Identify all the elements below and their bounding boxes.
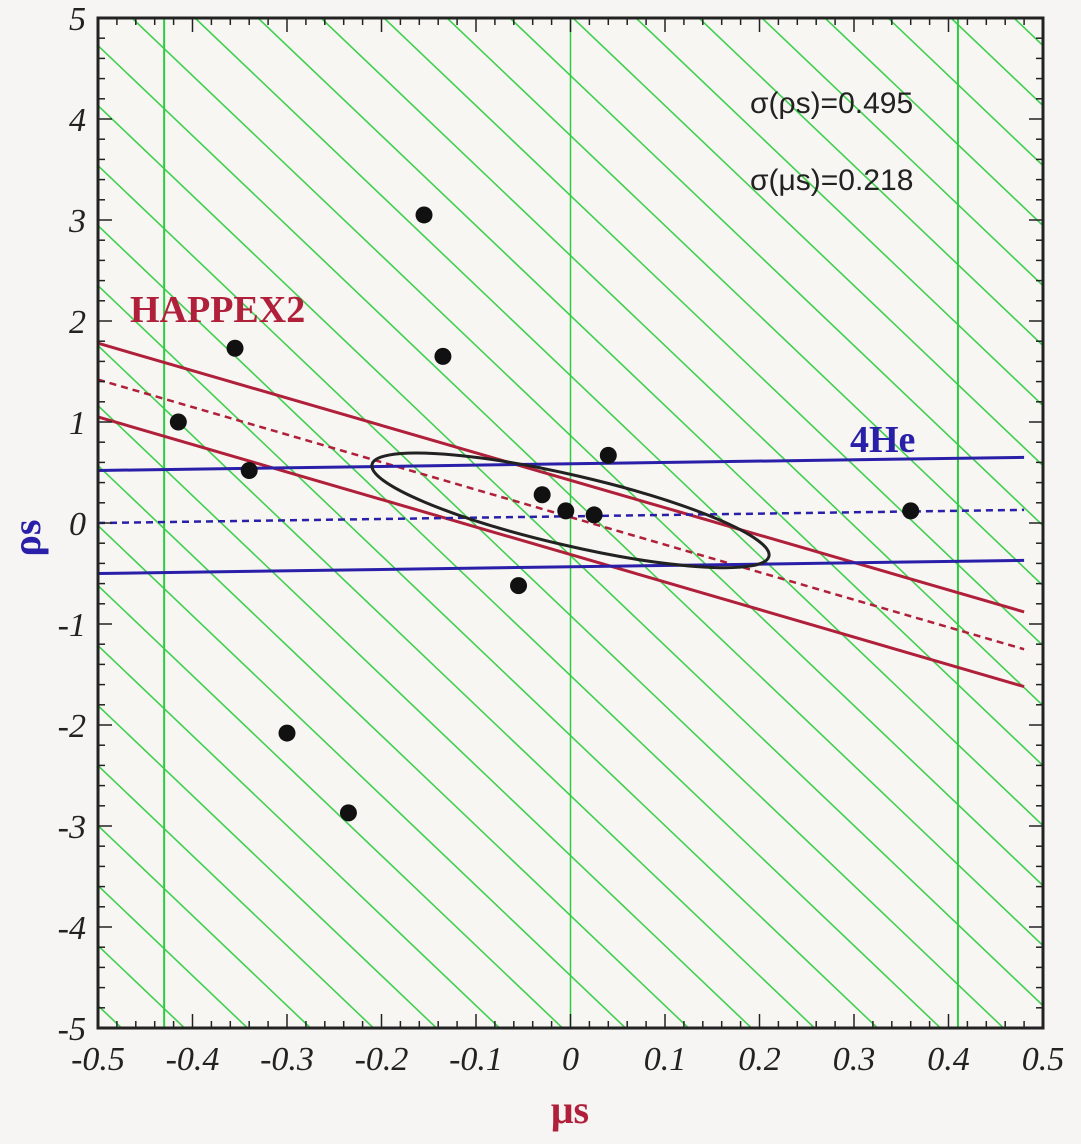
hatch-line [98, 344, 816, 1028]
hatch-line [98, 44, 1043, 947]
hatch-line [98, 284, 879, 1028]
hatch-line [98, 104, 1043, 1007]
y-tick-label: 3 [68, 203, 86, 240]
y-tick-label: 2 [69, 304, 86, 341]
y-axis-title: ρs [4, 520, 49, 557]
hatch-line [98, 824, 312, 1028]
y-tick-label: 1 [69, 405, 86, 442]
4he-center-line [98, 508, 1025, 525]
x-tick-label: -0.1 [449, 1041, 503, 1078]
data-point [902, 502, 920, 520]
data-point [169, 413, 187, 431]
data-point [434, 347, 452, 365]
hatch-line [98, 644, 501, 1028]
sigma-mu-label: σ(μs)=0.218 [750, 164, 913, 197]
y-tick-label: 5 [69, 1, 86, 38]
x-tick-label: -0.5 [71, 1041, 125, 1078]
data-point [510, 577, 528, 595]
hatch-line [257, 18, 1043, 767]
hatch-line [98, 524, 627, 1028]
hatch-line [98, 704, 438, 1028]
data-point [226, 339, 244, 357]
data-point [278, 724, 296, 742]
x-axis-title: μs [551, 1087, 589, 1132]
data-point [557, 502, 575, 520]
4he-lower-line [98, 558, 1025, 575]
x-tick-label: -0.2 [355, 1041, 409, 1078]
x-tick-label: 0.2 [738, 1041, 781, 1078]
x-tick-label: 0.5 [1022, 1041, 1065, 1078]
data-point [585, 506, 603, 524]
y-tick-label: 0 [69, 506, 86, 543]
x-tick-label: 0.1 [644, 1041, 687, 1078]
y-tick-label: -4 [58, 910, 86, 947]
x-tick-label: 0.3 [833, 1041, 876, 1078]
hatch-line [761, 18, 1043, 287]
data-point [240, 461, 258, 479]
hatch-line [635, 18, 1043, 407]
excluded-region-hatching [98, 18, 1081, 1028]
uncertainty-ellipse [370, 451, 771, 570]
x-tick-label: -0.3 [260, 1041, 314, 1078]
hatch-line [131, 18, 1043, 887]
y-tick-label: -5 [58, 1011, 86, 1048]
y-tick-label: -2 [58, 708, 86, 745]
data-points [169, 206, 920, 822]
hatch-line [446, 18, 1043, 587]
y-tick-label: 4 [69, 102, 86, 139]
data-point [533, 486, 551, 504]
hatch-line [698, 18, 1043, 347]
happex2-label: HAPPEX2 [130, 289, 305, 331]
he4-label: 4He [850, 419, 915, 461]
sigma-rho-label: σ(ρs)=0.495 [750, 87, 913, 120]
y-tick-label: -1 [58, 607, 86, 644]
data-point [415, 206, 433, 224]
hatch-line [98, 404, 753, 1028]
axes: -0.5 -0.4 -0.3 -0.2 -0.1 0 0.1 0.2 0.3 0.4 0.5 -5 -4… [58, 1, 1065, 1078]
confidence-ellipse [370, 451, 771, 570]
hatch-line [1077, 18, 1081, 1028]
hatch-line [824, 18, 1043, 227]
hatch-line [572, 18, 1043, 467]
happex2-lower-line [98, 415, 1025, 689]
data-point [599, 446, 617, 464]
hatch-line [98, 224, 942, 1028]
data-point [339, 804, 357, 822]
x-tick-label: -0.4 [166, 1041, 220, 1078]
happex2-upper-line [98, 341, 1025, 614]
y-tick-label: -3 [58, 809, 86, 846]
hatch-line [98, 764, 375, 1028]
hatch-line [383, 18, 1043, 647]
hatch-line [98, 164, 1005, 1028]
x-tick-label: 0.4 [927, 1041, 970, 1078]
hatch-line [320, 18, 1043, 707]
x-tick-label: 0 [562, 1041, 579, 1078]
hatch-line [98, 584, 564, 1028]
